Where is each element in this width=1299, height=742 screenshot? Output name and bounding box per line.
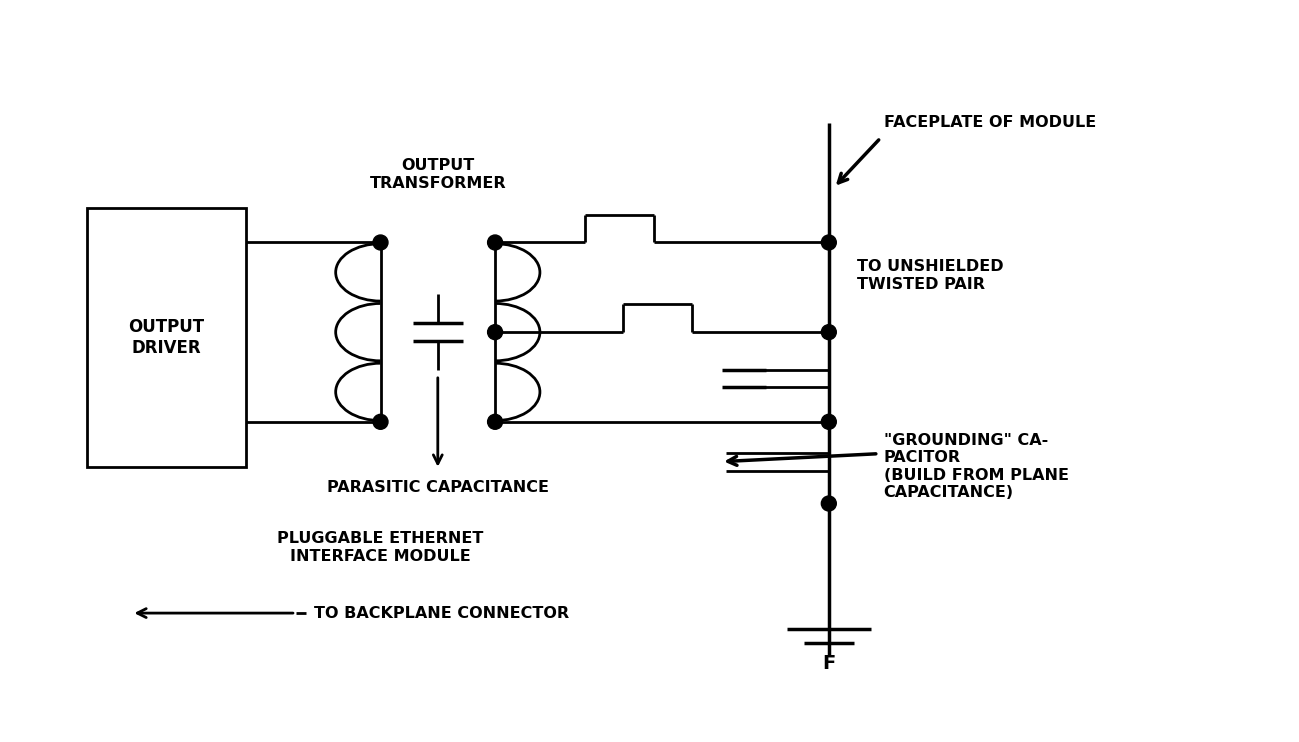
Circle shape <box>373 235 388 250</box>
Circle shape <box>487 235 503 250</box>
Text: OUTPUT
TRANSFORMER: OUTPUT TRANSFORMER <box>369 158 507 191</box>
Text: TO BACKPLANE CONNECTOR: TO BACKPLANE CONNECTOR <box>314 605 569 620</box>
Circle shape <box>487 325 503 340</box>
Circle shape <box>821 235 837 250</box>
Bar <box>87 208 246 467</box>
Text: TO UNSHIELDED
TWISTED PAIR: TO UNSHIELDED TWISTED PAIR <box>857 259 1003 292</box>
Text: F: F <box>822 654 835 673</box>
Text: OUTPUT
DRIVER: OUTPUT DRIVER <box>129 318 204 356</box>
Circle shape <box>487 414 503 430</box>
Text: PARASITIC CAPACITANCE: PARASITIC CAPACITANCE <box>327 479 548 495</box>
Circle shape <box>821 496 837 511</box>
Circle shape <box>373 414 388 430</box>
Text: "GROUNDING" CA-
PACITOR
(BUILD FROM PLANE
CAPACITANCE): "GROUNDING" CA- PACITOR (BUILD FROM PLAN… <box>883 433 1069 500</box>
Circle shape <box>821 325 837 340</box>
Circle shape <box>821 414 837 430</box>
Text: FACEPLATE OF MODULE: FACEPLATE OF MODULE <box>883 116 1096 131</box>
Text: PLUGGABLE ETHERNET
INTERFACE MODULE: PLUGGABLE ETHERNET INTERFACE MODULE <box>277 531 483 564</box>
